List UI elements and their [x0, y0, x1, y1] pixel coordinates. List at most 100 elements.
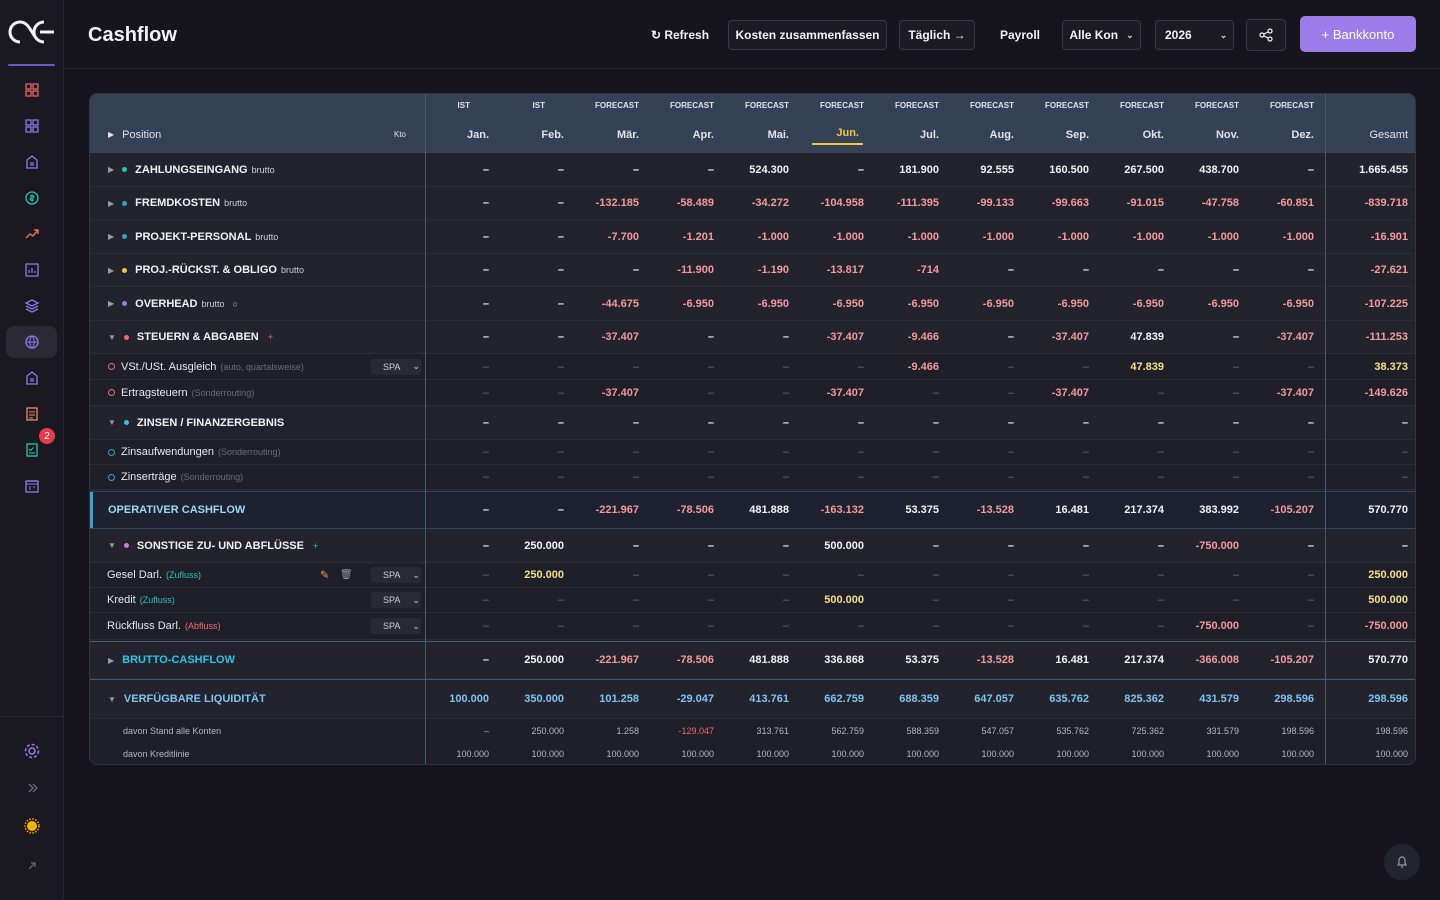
globe-icon[interactable] — [6, 326, 57, 358]
theme-sun-icon[interactable] — [6, 810, 57, 842]
row-label[interactable]: Ertragsteuern (Sonderrouting) — [108, 380, 254, 405]
row-label[interactable]: Zinserträge (Sonderrouting) — [108, 465, 243, 489]
row-label[interactable]: ▶ BRUTTO-CASHFLOW — [108, 642, 235, 678]
row-label[interactable]: ▼ VERFÜGBARE LIQUIDITÄT — [108, 680, 266, 718]
account-select[interactable]: SPA ⌄ — [371, 618, 421, 634]
row-label[interactable]: ▼ STEUERN & ABGABEN + — [108, 321, 273, 353]
calendar-icon[interactable] — [6, 470, 57, 502]
year-select[interactable]: 2026 ⌄ — [1155, 20, 1234, 50]
row-label[interactable]: davon Kreditlinie — [123, 742, 190, 764]
expand-icon[interactable]: ▶ — [108, 165, 115, 174]
notifications-button[interactable] — [1384, 844, 1420, 880]
table-row[interactable]: Gesel Darl. (Zufluss) ✎ 🗑 SPA ⌄ – 250.000 – – – – – –… — [90, 563, 1415, 588]
row-label[interactable]: Gesel Darl. (Zufluss) — [107, 563, 201, 587]
row-label[interactable]: ▶ OVERHEAD brutto ○ — [108, 287, 238, 320]
add-subitem-icon[interactable]: + — [312, 540, 319, 551]
month-header[interactable]: Dez. — [1291, 128, 1314, 141]
collapse-icon[interactable]: ▼ — [108, 541, 116, 550]
table-row[interactable]: Ertragsteuern (Sonderrouting) – – -37.407 – – -… — [90, 380, 1415, 406]
row-label[interactable]: davon Stand alle Konten — [123, 719, 221, 742]
document-icon[interactable] — [6, 398, 57, 430]
account-select[interactable]: SPA ⌄ — [371, 567, 421, 583]
daily-view-button[interactable]: Täglich → — [899, 20, 975, 50]
collapse-icon[interactable]: ▼ — [108, 694, 116, 704]
trend-icon[interactable] — [6, 218, 57, 250]
layers-icon[interactable] — [6, 290, 57, 322]
tasks-icon[interactable]: 2 — [6, 428, 57, 466]
summarize-costs-button[interactable]: Kosten zusammenfassen — [728, 20, 887, 50]
edit-pencil-icon[interactable]: ✎ — [320, 569, 330, 582]
table-row[interactable]: Zinserträge (Sonderrouting) – – – – – – – – – – – – – — [90, 465, 1415, 490]
month-header[interactable]: Mai. — [767, 128, 789, 141]
account-select[interactable]: SPA ⌄ — [371, 358, 421, 375]
table-row[interactable]: ▼ STEUERN & ABGABEN + – – -37.407 – – -37.407 -9.… — [90, 321, 1415, 354]
share-button[interactable] — [1246, 19, 1286, 51]
external-link-icon[interactable] — [6, 850, 57, 882]
table-row[interactable]: ▶ ZAHLUNGSEINGANG brutto – – – – 524.300 – 181.90… — [90, 153, 1415, 187]
payroll-button[interactable]: Payroll — [999, 28, 1041, 42]
month-header[interactable]: Jun. — [836, 126, 859, 139]
table-row[interactable]: ▶ PROJEKT-PERSONAL brutto – – -7.700 -1.201 -1.… — [90, 220, 1415, 254]
row-label[interactable]: ▶ PROJEKT-PERSONAL brutto — [108, 220, 278, 253]
table-row[interactable]: ▶ FREMDKOSTEN brutto – – -132.185 -58.489 -34.2… — [90, 187, 1415, 220]
table-row[interactable]: OPERATIVER CASHFLOW – – -221.967 -78.506 481.… — [90, 491, 1415, 529]
expand-icon[interactable]: ▶ — [108, 299, 115, 308]
month-header[interactable]: Aug. — [989, 128, 1014, 141]
add-subitem-icon[interactable]: + — [267, 332, 274, 342]
expand-icon[interactable]: ▶ — [108, 232, 115, 241]
refresh-button[interactable]: ↻ Refresh — [650, 28, 710, 42]
table-row[interactable]: Zinsaufwendungen (Sonderrouting) – – – – – – – – –… — [90, 440, 1415, 465]
position-header[interactable]: ▶ Position — [108, 116, 161, 153]
row-label[interactable]: Zinsaufwendungen (Sonderrouting) — [108, 440, 281, 464]
table-row[interactable]: ▼ SONSTIGE ZU- UND ABFLÜSSE + – 250.000 – – – 50… — [90, 529, 1415, 563]
month-header[interactable]: Jan. — [466, 128, 489, 141]
account-select[interactable]: SPA ⌄ — [371, 592, 421, 608]
month-header[interactable]: Okt. — [1142, 128, 1164, 141]
expand-icon[interactable]: ▶ — [108, 655, 115, 665]
collapse-icon[interactable]: ▼ — [108, 332, 116, 342]
detail-row[interactable]: davon Kreditlinie 100.000 100.000 100.000 10… — [90, 742, 1415, 764]
table-row[interactable]: VSt./USt. Ausgleich (auto, quartalsweise)… — [90, 354, 1415, 380]
month-header[interactable]: Nov. — [1215, 128, 1239, 141]
grid-icon[interactable] — [6, 110, 57, 142]
overhead-circle-icon[interactable]: ○ — [232, 298, 238, 309]
building-icon[interactable] — [6, 146, 57, 178]
month-header[interactable]: Sep. — [1065, 128, 1089, 141]
currency-icon[interactable] — [6, 182, 57, 214]
table-row[interactable]: ▶ OVERHEAD brutto ○ – – -44.675 -6.950 -6.950 -6.… — [90, 287, 1415, 321]
expand-sidebar-icon[interactable] — [6, 772, 57, 804]
row-label[interactable]: ▼ ZINSEN / FINANZERGEBNIS — [108, 406, 284, 439]
row-label[interactable]: ▼ SONSTIGE ZU- UND ABFLÜSSE + — [108, 529, 318, 562]
row-label[interactable]: VSt./USt. Ausgleich (auto, quartalsweise) — [108, 354, 304, 379]
bank-icon[interactable] — [6, 362, 57, 394]
month-header[interactable]: Feb. — [541, 128, 564, 141]
table-row[interactable]: ▼ ZINSEN / FINANZERGEBNIS – – – – – – – – – – – – – — [90, 406, 1415, 440]
collapse-icon[interactable]: ▼ — [108, 418, 116, 427]
app-logo-icon[interactable] — [6, 16, 58, 48]
table-row[interactable]: Rückfluss Darl. (Abfluss) SPA ⌄ – – – – – – – – – – -7… — [90, 613, 1415, 640]
table-row[interactable]: ▶ PROJ.-RÜCKST. & OBLIGO brutto – – – -11.900 -… — [90, 254, 1415, 287]
dashboard-icon[interactable] — [6, 74, 57, 106]
row-label[interactable]: OPERATIVER CASHFLOW — [108, 492, 245, 528]
table-row[interactable]: Kredit (Zufluss) SPA ⌄ – – – – – 500.000 – – – – – – 500… — [90, 588, 1415, 613]
month-header[interactable]: Apr. — [692, 128, 714, 141]
table-cell: – — [1232, 594, 1239, 606]
table-row[interactable]: ▼ VERFÜGBARE LIQUIDITÄT 100.000 350.000 101.… — [90, 679, 1415, 719]
table-cell: – — [632, 163, 639, 176]
settings-icon[interactable] — [6, 735, 57, 767]
detail-row[interactable]: davon Stand alle Konten – 250.000 1.258 -129… — [90, 719, 1415, 742]
row-label[interactable]: Kredit (Zufluss) — [107, 588, 175, 612]
delete-trash-icon[interactable]: 🗑 — [340, 569, 353, 581]
month-header[interactable]: Mär. — [616, 128, 639, 141]
row-label[interactable]: ▶ FREMDKOSTEN brutto — [108, 187, 247, 219]
table-row[interactable]: ▶ BRUTTO-CASHFLOW – 250.000 -221.967 -78.506 4… — [90, 641, 1415, 679]
row-label[interactable]: ▶ ZAHLUNGSEINGANG brutto — [108, 153, 275, 186]
row-label[interactable]: ▶ PROJ.-RÜCKST. & OBLIGO brutto — [108, 254, 304, 286]
expand-icon[interactable]: ▶ — [108, 198, 115, 208]
expand-icon[interactable]: ▶ — [108, 265, 115, 275]
chart-icon[interactable] — [6, 254, 57, 286]
row-label[interactable]: Rückfluss Darl. (Abfluss) — [107, 613, 220, 639]
add-bank-account-button[interactable]: + Bankkonto — [1300, 16, 1416, 52]
accounts-select[interactable]: Alle Kon ⌄ — [1062, 20, 1141, 50]
month-header[interactable]: Jul. — [920, 128, 939, 141]
